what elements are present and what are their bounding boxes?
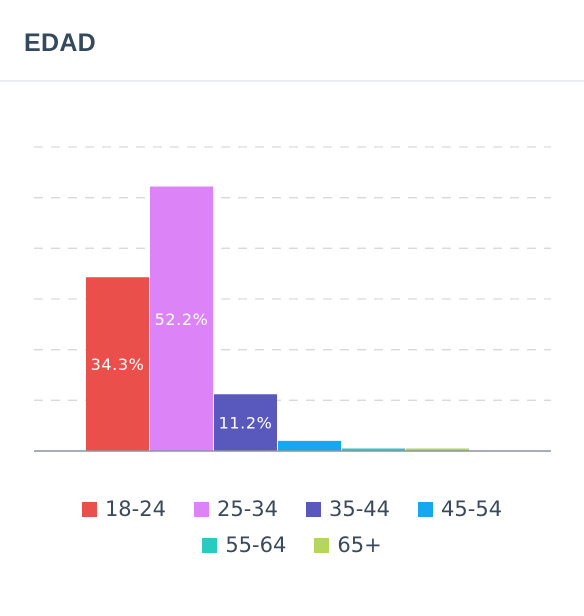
bar-35-44[interactable]: [214, 394, 277, 451]
legend-label: 55-64: [225, 533, 287, 557]
bar-data-label: 34.3%: [91, 355, 145, 374]
legend-swatch: [81, 501, 97, 517]
legend-swatch: [314, 537, 330, 553]
legend-swatch: [193, 501, 209, 517]
legend-item-35-44[interactable]: 35-44: [306, 496, 390, 522]
legend-item-45-54[interactable]: 45-54: [418, 496, 502, 522]
bar-data-label: 11.2%: [219, 414, 273, 433]
legend-item-18-24[interactable]: 18-24: [81, 496, 166, 522]
bar-25-34[interactable]: [150, 186, 213, 451]
legend-swatch: [202, 537, 218, 553]
legend-row: 18-24 25-34 35-44 45-54: [40, 496, 544, 522]
legend-label: 35-44: [329, 497, 391, 521]
legend-label: 18-24: [104, 497, 166, 521]
legend-swatch: [418, 501, 434, 517]
legend-item-25-34[interactable]: 25-34: [193, 496, 278, 522]
legend-swatch: [306, 501, 321, 517]
chart-legend: 18-24 25-34 35-44 45-54 55-64 65+: [40, 496, 544, 568]
bar-65+[interactable]: [406, 448, 469, 451]
card-header: EDAD: [0, 0, 584, 82]
legend-label: 45-54: [441, 497, 503, 521]
legend-row: 55-64 65+: [40, 532, 544, 558]
bar-45-54[interactable]: [278, 440, 341, 451]
card-title: EDAD: [24, 29, 97, 57]
bar-data-label: 52.2%: [155, 310, 209, 329]
bar-18-24[interactable]: [86, 277, 149, 451]
legend-item-65+[interactable]: 65+: [314, 532, 382, 558]
legend-label: 65+: [337, 533, 382, 557]
bar-55-64[interactable]: [342, 448, 405, 451]
legend-item-55-64[interactable]: 55-64: [202, 532, 286, 558]
legend-label: 25-34: [216, 497, 278, 521]
